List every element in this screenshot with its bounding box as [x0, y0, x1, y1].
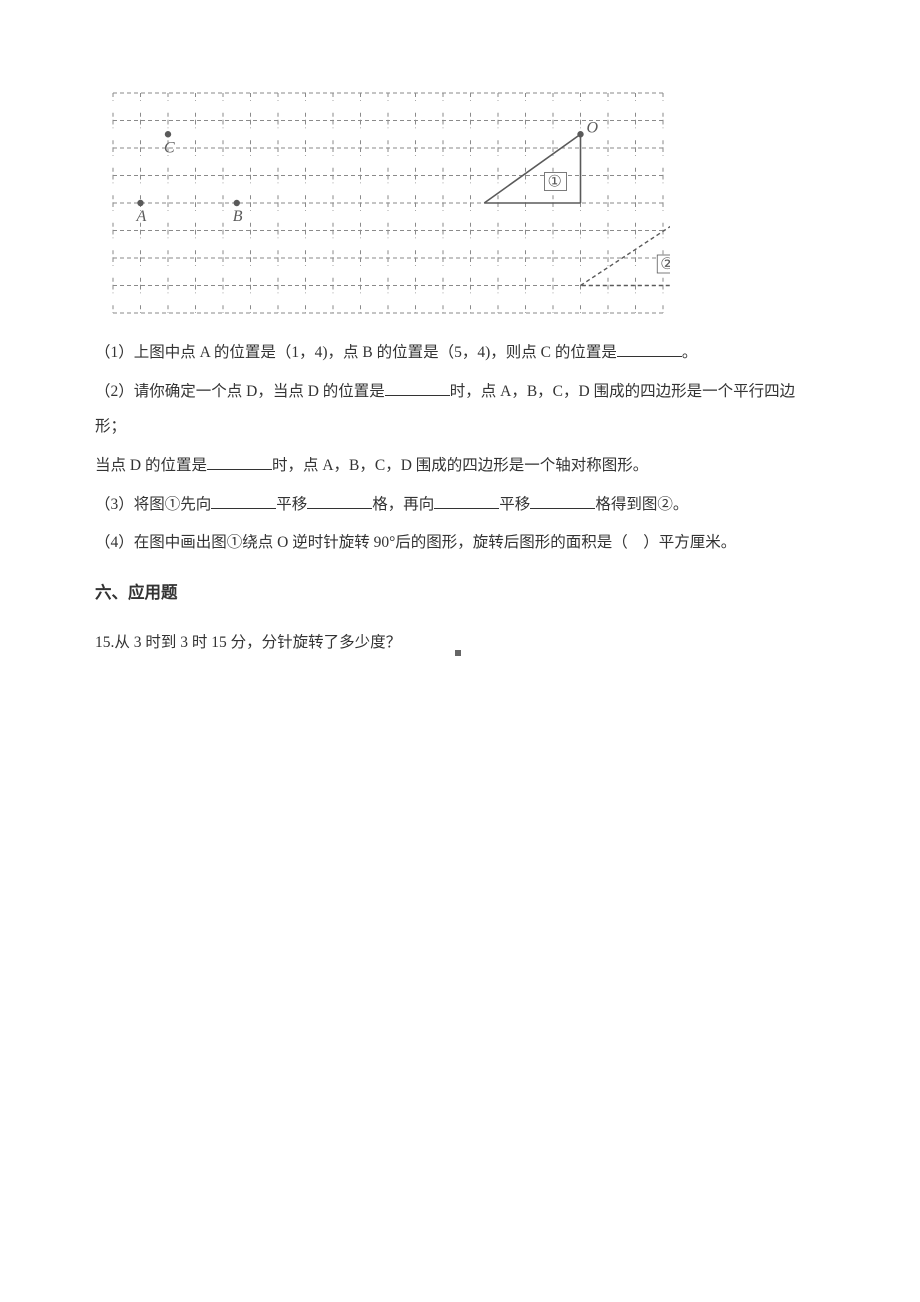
q3-blank-3[interactable] — [434, 492, 499, 509]
q3-blank-4[interactable] — [530, 492, 595, 509]
question-3: （3）将图①先向 平移 格，再向 平移 格得到图②。 — [95, 487, 825, 523]
footer-square-icon — [455, 650, 461, 656]
q3-mid2: 格，再向 — [372, 496, 434, 513]
q15-text: 15.从 3 时到 3 时 15 分，分针旋转了多少度？ — [95, 634, 401, 651]
grid-diagram: A B C O ① ② — [110, 90, 825, 315]
q3-prefix: （3）将图①先向 — [95, 496, 211, 513]
q2-blank-1[interactable] — [385, 379, 450, 396]
question-1: （1）上图中点 A 的位置是（1，4)，点 B 的位置是（5，4)，则点 C 的… — [95, 335, 825, 371]
q2-blank-2[interactable] — [207, 453, 272, 470]
q3-blank-2[interactable] — [307, 492, 372, 509]
question-2-line1: （2）请你确定一个点 D，当点 D 的位置是时，点 A，B，C，D 围成的四边形… — [95, 374, 825, 445]
q3-mid1: 平移 — [276, 496, 307, 513]
question-2-line2: 当点 D 的位置是 时，点 A，B，C，D 围成的四边形是一个轴对称图形。 — [95, 448, 825, 484]
q1-prefix: （1）上图中点 A 的位置是（1，4)，点 B 的位置是（5，4)，则点 C 的… — [95, 344, 617, 361]
section-heading: 六、应用题 — [95, 575, 825, 613]
question-4: （4）在图中画出图①绕点 O 逆时针旋转 90°后的图形，旋转后图形的面积是（ … — [95, 525, 825, 561]
q1-suffix: 。 — [682, 344, 698, 361]
q3-suffix: 格得到图②。 — [595, 496, 688, 513]
svg-text:A: A — [136, 208, 147, 225]
q4-text: （4）在图中画出图①绕点 O 逆时针旋转 90°后的图形，旋转后图形的面积是（ … — [95, 534, 736, 551]
q2-prefix: （2）请你确定一个点 D，当点 D 的位置是 — [95, 383, 385, 400]
q1-blank[interactable] — [617, 340, 682, 357]
svg-text:②: ② — [660, 256, 670, 273]
svg-text:O: O — [587, 119, 599, 136]
svg-text:①: ① — [548, 174, 562, 191]
q3-mid3: 平移 — [499, 496, 530, 513]
svg-text:B: B — [233, 208, 243, 225]
q2l2-prefix: 当点 D 的位置是 — [95, 457, 207, 474]
grid-svg: A B C O ① ② — [110, 90, 670, 315]
svg-text:C: C — [164, 139, 175, 156]
q2l2-suffix: 时，点 A，B，C，D 围成的四边形是一个轴对称图形。 — [272, 457, 648, 474]
q3-blank-1[interactable] — [211, 492, 276, 509]
